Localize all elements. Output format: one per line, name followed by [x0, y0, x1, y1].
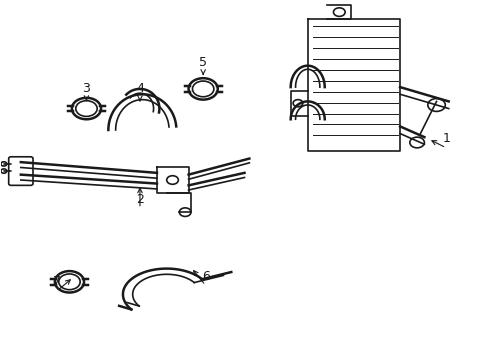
Text: 2: 2	[136, 193, 143, 206]
Text: 5: 5	[199, 55, 207, 69]
FancyBboxPatch shape	[9, 157, 33, 185]
Text: 1: 1	[442, 132, 449, 145]
Text: 6: 6	[201, 270, 209, 283]
Text: 7: 7	[53, 275, 61, 288]
Text: 3: 3	[82, 82, 90, 95]
Text: 4: 4	[136, 82, 143, 95]
